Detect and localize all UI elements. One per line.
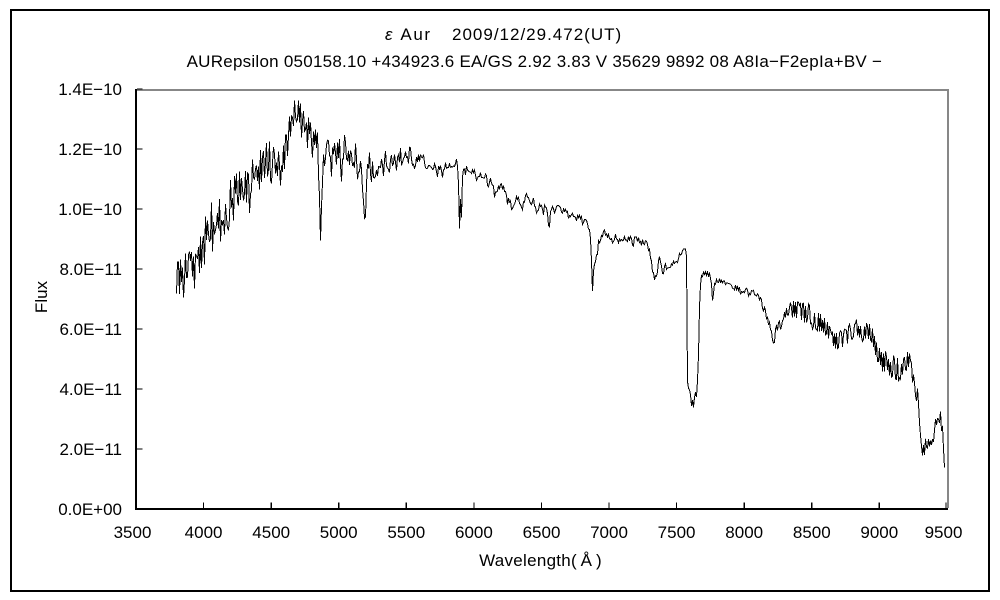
svg-text:8000: 8000 (725, 523, 763, 542)
svg-text:7000: 7000 (590, 523, 628, 542)
svg-text:3500: 3500 (114, 523, 152, 542)
svg-text:2.0E−11: 2.0E−11 (59, 440, 122, 459)
svg-text:4000: 4000 (185, 523, 223, 542)
svg-text:1.2E−10: 1.2E−10 (58, 140, 122, 159)
svg-text:4.0E−11: 4.0E−11 (59, 380, 122, 399)
svg-text:2009/12/29.472(UT): 2009/12/29.472(UT) (452, 25, 622, 44)
svg-text:6000: 6000 (455, 523, 493, 542)
svg-text:1.0E−10: 1.0E−10 (58, 200, 122, 219)
svg-text:6500: 6500 (523, 523, 561, 542)
svg-text:6.0E−11: 6.0E−11 (59, 320, 122, 339)
svg-text:8500: 8500 (793, 523, 831, 542)
svg-text:9000: 9000 (860, 523, 898, 542)
svg-text:7500: 7500 (658, 523, 696, 542)
svg-text:5000: 5000 (320, 523, 358, 542)
svg-text:9500: 9500 (925, 523, 963, 542)
svg-text:5500: 5500 (387, 523, 425, 542)
svg-text:4500: 4500 (252, 523, 290, 542)
svg-text:Flux: Flux (32, 280, 51, 313)
svg-text:1.4E−10: 1.4E−10 (58, 80, 122, 99)
svg-text:8.0E−11: 8.0E−11 (59, 260, 122, 279)
svg-text:ε Aur: ε Aur (385, 25, 432, 44)
svg-text:AURepsilon 050158.10 +434923.6: AURepsilon 050158.10 +434923.6 EA/GS 2.9… (187, 52, 883, 71)
svg-text:0.0E+00: 0.0E+00 (58, 500, 122, 519)
svg-text:Wavelength( Å ): Wavelength( Å ) (479, 551, 602, 570)
